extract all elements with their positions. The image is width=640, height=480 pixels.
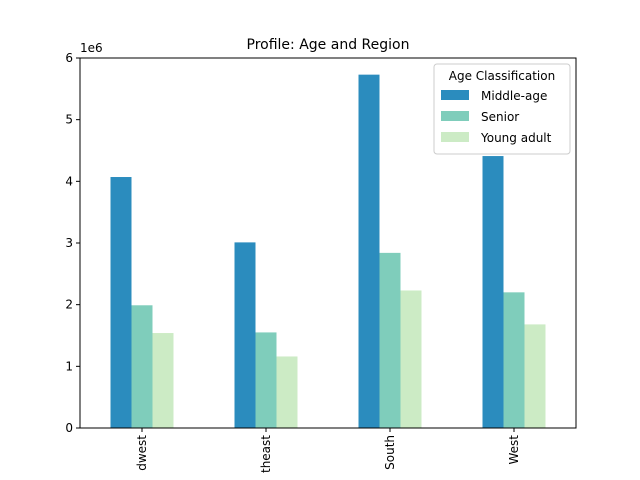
legend-items: Middle-age Senior Young adult	[441, 89, 552, 145]
legend: Age Classification Middle-age Senior Young…	[433, 63, 571, 155]
bar-middle-age-northeast	[234, 242, 256, 428]
bar-young-adult-northeast	[276, 356, 298, 428]
legend-swatch-young-adult	[441, 132, 469, 142]
legend-swatch-senior	[441, 111, 469, 121]
bar-young-adult-south	[400, 290, 422, 428]
legend-swatch-middle-age	[441, 90, 469, 100]
x-tick-label: West	[507, 435, 521, 465]
y-tick-label: 5	[65, 113, 73, 127]
bars-group	[110, 74, 546, 429]
y-tick-label: 3	[65, 236, 73, 250]
bar-middle-age-midwest	[110, 177, 132, 428]
y-axis: 0 1 2 3 4 5 6	[65, 51, 80, 435]
y-tick-label: 1	[65, 359, 73, 373]
plot-frame	[79, 57, 577, 429]
bar-middle-age-south	[358, 74, 380, 429]
legend-label: Young adult	[480, 131, 552, 145]
chart-title: Profile: Age and Region	[247, 37, 410, 53]
y-tick-label: 6	[65, 51, 73, 65]
bar-senior-midwest	[131, 305, 153, 428]
bar-senior-northeast	[255, 332, 277, 428]
legend-label: Senior	[481, 110, 519, 124]
y-tick-label: 0	[65, 421, 73, 435]
x-tick-label: theast	[259, 435, 273, 473]
x-tick-label: dwest	[135, 435, 149, 471]
bar-young-adult-west	[524, 324, 546, 428]
y-tick-label: 4	[65, 174, 73, 188]
legend-label: Middle-age	[481, 89, 547, 103]
y-axis-offset-label: 1e6	[80, 41, 103, 55]
bar-middle-age-west	[482, 156, 504, 429]
legend-title: Age Classification	[449, 69, 555, 83]
x-axis: dwest theast South West	[135, 428, 521, 473]
bar-young-adult-midwest	[152, 333, 174, 428]
legend-box	[433, 63, 571, 155]
bar-senior-south	[379, 252, 401, 428]
bar-senior-west	[503, 292, 525, 428]
y-tick-label: 2	[65, 298, 73, 312]
x-tick-label: South	[383, 435, 397, 470]
